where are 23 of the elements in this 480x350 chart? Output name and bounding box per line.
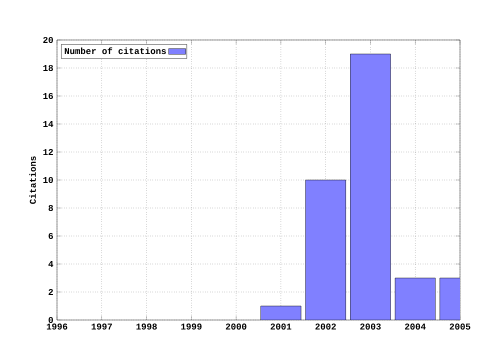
- x-tick-label: 1999: [181, 324, 202, 330]
- y-tick-label: 10: [43, 176, 53, 184]
- x-tick-label: 2004: [404, 324, 426, 330]
- y-tick-label: 8: [48, 204, 54, 212]
- y-tick-label: 14: [43, 121, 54, 127]
- y-tick-label: 6: [48, 232, 53, 240]
- y-tick-label: 20: [43, 36, 53, 44]
- x-tick-label: 2000: [226, 324, 246, 330]
- y-tick-label: 2: [48, 289, 53, 295]
- legend-label: Number of citations: [64, 47, 166, 54]
- y-tick-label: 16: [43, 92, 53, 100]
- x-tick-label: 2002: [315, 324, 336, 330]
- x-tick-label: 2005: [450, 324, 470, 330]
- y-tick-label: 4: [48, 261, 54, 267]
- y-tick-label: 18: [43, 64, 54, 72]
- x-tick-label: 1997: [92, 324, 112, 330]
- y-axis-title: Citations: [29, 156, 36, 204]
- x-tick-label: 2001: [270, 324, 292, 330]
- x-tick-label: 1996: [46, 324, 68, 330]
- x-tick-label: 2003: [360, 324, 381, 330]
- x-tick-label: 1998: [136, 324, 157, 330]
- y-tick-label: 0: [48, 316, 53, 324]
- y-tick-label: 12: [43, 149, 53, 155]
